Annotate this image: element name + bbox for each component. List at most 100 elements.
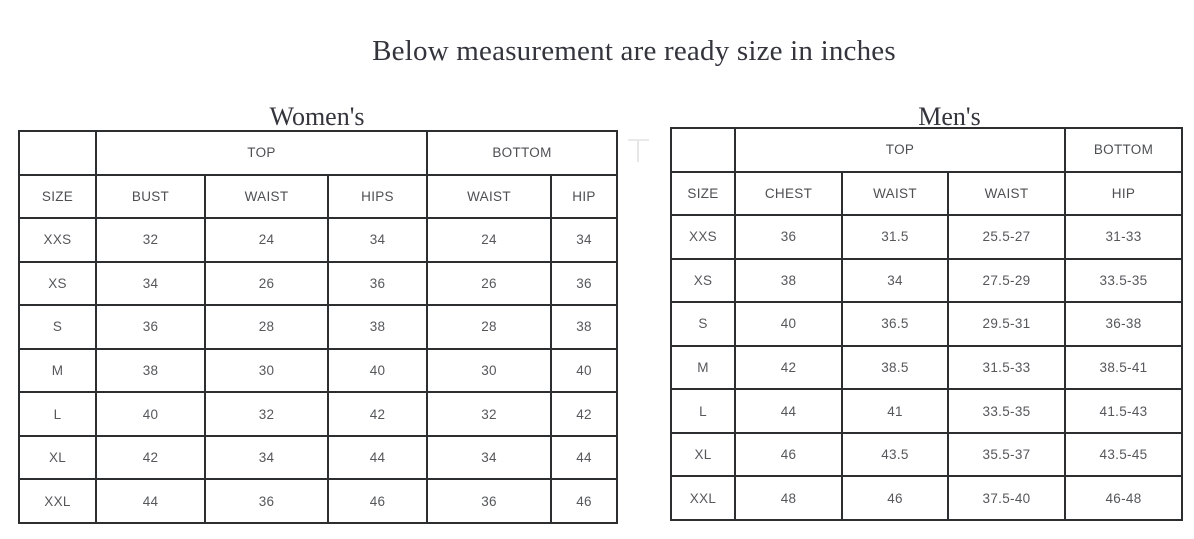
women-measurement-value: 40 bbox=[550, 347, 618, 394]
men-table-row: S 40 36.5 29.5-31 36-38 bbox=[670, 301, 1183, 347]
men-measurement-value: 25.5-27 bbox=[947, 214, 1066, 260]
women-measurement-value: 44 bbox=[550, 434, 618, 481]
men-size-label: XS bbox=[670, 257, 736, 304]
women-size-table: TOP BOTTOM SIZE BUST WAIST HIPS WAIST HIP XXS 32 2… bbox=[18, 130, 618, 524]
men-measurement-value: 33.5-35 bbox=[1064, 257, 1183, 304]
men-measurement-value: 42 bbox=[734, 344, 843, 391]
women-measurement-value: 46 bbox=[550, 478, 618, 524]
women-measurement-value: 26 bbox=[426, 260, 552, 307]
men-column-header: SIZE bbox=[670, 170, 736, 217]
men-measurement-value: 31.5-33 bbox=[947, 344, 1066, 391]
women-measurement-value: 34 bbox=[95, 260, 206, 307]
men-measurement-value: 38 bbox=[734, 257, 843, 304]
men-column-header: WAIST bbox=[841, 170, 949, 217]
men-measurement-value: 40 bbox=[734, 301, 843, 347]
men-measurement-value: 29.5-31 bbox=[947, 301, 1066, 347]
women-measurement-value: 46 bbox=[327, 478, 428, 524]
men-measurement-value: 27.5-29 bbox=[947, 257, 1066, 304]
women-measurement-value: 34 bbox=[204, 434, 329, 481]
men-group-header-bottom: BOTTOM bbox=[1064, 127, 1183, 173]
men-measurement-value: 33.5-35 bbox=[947, 388, 1066, 434]
men-measurement-value: 31.5 bbox=[841, 214, 949, 260]
women-measurement-value: 34 bbox=[327, 217, 428, 263]
women-measurement-value: 44 bbox=[95, 478, 206, 524]
women-column-header: BUST bbox=[95, 173, 206, 220]
men-measurement-value: 46-48 bbox=[1064, 475, 1183, 521]
men-measurement-value: 36-38 bbox=[1064, 301, 1183, 347]
women-measurement-value: 38 bbox=[327, 304, 428, 350]
women-table-row: S 36 28 38 28 38 bbox=[18, 304, 618, 350]
women-table-row: XXL 44 36 46 36 46 bbox=[18, 478, 618, 524]
men-column-header: WAIST bbox=[947, 170, 1066, 217]
women-size-label: S bbox=[18, 304, 97, 350]
women-column-header-row: SIZE BUST WAIST HIPS WAIST HIP bbox=[18, 173, 618, 220]
women-column-header: SIZE bbox=[18, 173, 97, 220]
women-corner-cell bbox=[18, 130, 97, 176]
women-size-label: XS bbox=[18, 260, 97, 307]
men-measurement-value: 43.5-45 bbox=[1064, 431, 1183, 478]
women-measurement-value: 32 bbox=[95, 217, 206, 263]
women-measurement-value: 26 bbox=[204, 260, 329, 307]
women-section-title: Women's bbox=[269, 101, 365, 131]
women-measurement-value: 28 bbox=[426, 304, 552, 350]
women-table-row: XL 42 34 44 34 44 bbox=[18, 434, 618, 481]
men-size-label: XL bbox=[670, 431, 736, 478]
men-measurement-value: 48 bbox=[734, 475, 843, 521]
women-group-header-top: TOP bbox=[95, 130, 428, 176]
women-measurement-value: 42 bbox=[95, 434, 206, 481]
women-measurement-value: 36 bbox=[95, 304, 206, 350]
men-measurement-value: 38.5 bbox=[841, 344, 949, 391]
page-title: Below measurement are ready size in inch… bbox=[372, 35, 896, 68]
men-measurement-value: 35.5-37 bbox=[947, 431, 1066, 478]
men-size-label: S bbox=[670, 301, 736, 347]
women-measurement-value: 32 bbox=[204, 391, 329, 437]
women-column-header: WAIST bbox=[204, 173, 329, 220]
women-measurement-value: 42 bbox=[327, 391, 428, 437]
men-size-label: L bbox=[670, 388, 736, 434]
women-group-header-row: TOP BOTTOM bbox=[18, 130, 618, 176]
men-table-row: L 44 41 33.5-35 41.5-43 bbox=[670, 388, 1183, 434]
men-section-title: Men's bbox=[918, 101, 981, 131]
women-measurement-value: 32 bbox=[426, 391, 552, 437]
women-measurement-value: 28 bbox=[204, 304, 329, 350]
women-measurement-value: 42 bbox=[550, 391, 618, 437]
men-table-row: XL 46 43.5 35.5-37 43.5-45 bbox=[670, 431, 1183, 478]
women-table-row: L 40 32 42 32 42 bbox=[18, 391, 618, 437]
men-measurement-value: 41 bbox=[841, 388, 949, 434]
women-measurement-value: 40 bbox=[327, 347, 428, 394]
men-measurement-value: 44 bbox=[734, 388, 843, 434]
women-measurement-value: 40 bbox=[95, 391, 206, 437]
men-corner-cell bbox=[670, 127, 736, 173]
women-table-row: M 38 30 40 30 40 bbox=[18, 347, 618, 394]
men-size-label: XXS bbox=[670, 214, 736, 260]
women-measurement-value: 36 bbox=[550, 260, 618, 307]
faint-render-artifact bbox=[628, 139, 650, 163]
men-column-header: HIP bbox=[1064, 170, 1183, 217]
men-table-row: XS 38 34 27.5-29 33.5-35 bbox=[670, 257, 1183, 304]
women-size-label: L bbox=[18, 391, 97, 437]
men-measurement-value: 31-33 bbox=[1064, 214, 1183, 260]
women-measurement-value: 36 bbox=[327, 260, 428, 307]
men-measurement-value: 41.5-43 bbox=[1064, 388, 1183, 434]
women-measurement-value: 30 bbox=[426, 347, 552, 394]
men-size-label: XXL bbox=[670, 475, 736, 521]
women-column-header: HIP bbox=[550, 173, 618, 220]
men-column-header-row: SIZE CHEST WAIST WAIST HIP bbox=[670, 170, 1183, 217]
men-measurement-value: 34 bbox=[841, 257, 949, 304]
men-measurement-value: 36 bbox=[734, 214, 843, 260]
women-group-header-bottom: BOTTOM bbox=[426, 130, 618, 176]
women-size-label: XXL bbox=[18, 478, 97, 524]
men-group-header-top: TOP bbox=[734, 127, 1066, 173]
women-table-row: XXS 32 24 34 24 34 bbox=[18, 217, 618, 263]
women-measurement-value: 34 bbox=[426, 434, 552, 481]
women-column-header: HIPS bbox=[327, 173, 428, 220]
women-measurement-value: 24 bbox=[426, 217, 552, 263]
men-measurement-value: 46 bbox=[841, 475, 949, 521]
women-size-label: XXS bbox=[18, 217, 97, 263]
women-table-row: XS 34 26 36 26 36 bbox=[18, 260, 618, 307]
women-measurement-value: 36 bbox=[426, 478, 552, 524]
men-group-header-row: TOP BOTTOM bbox=[670, 127, 1183, 173]
women-measurement-value: 44 bbox=[327, 434, 428, 481]
men-table-row: M 42 38.5 31.5-33 38.5-41 bbox=[670, 344, 1183, 391]
women-size-label: M bbox=[18, 347, 97, 394]
